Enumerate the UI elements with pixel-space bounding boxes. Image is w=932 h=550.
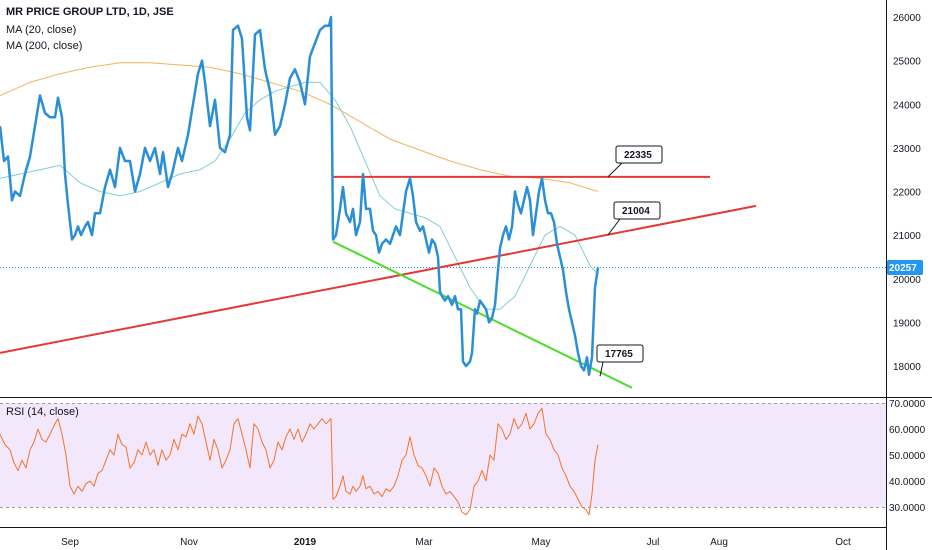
- callout-label: 22335: [624, 150, 652, 161]
- ma20-line: [0, 81, 599, 310]
- rsi-series: [0, 407, 599, 516]
- price-tick-label: 26000: [893, 13, 921, 24]
- ma20-series: [0, 81, 599, 310]
- callout-box[interactable]: [615, 145, 663, 164]
- current-price-tag: 20257: [887, 260, 923, 275]
- symbol-title[interactable]: MR PRICE GROUP LTD, 1D, JSE: [6, 6, 174, 18]
- price-tick-label: 21000: [893, 231, 921, 242]
- rsi-tick-label: 60.0000: [889, 425, 926, 436]
- rsi-tick-label: 30.0000: [889, 503, 926, 514]
- ma200-line: [0, 62, 599, 192]
- time-tick-label: Nov: [180, 537, 198, 548]
- time-tick-label: Sep: [61, 537, 79, 548]
- price-tick-label: 24000: [893, 100, 921, 111]
- time-axis-labels: Sep Nov 2019 Mar May Jul Aug Oct: [61, 537, 851, 548]
- ma200-series: [0, 62, 599, 192]
- rising-trendline-line[interactable]: [0, 204, 757, 354]
- rsi-tick-label: 40.0000: [889, 477, 926, 488]
- price-tick-label: 18000: [893, 362, 921, 373]
- price-tick-label: 20000: [893, 275, 921, 286]
- callout-pointer: [607, 218, 621, 236]
- rsi-axis-labels: 30.0000 40.0000 50.0000 60.0000 70.0000: [889, 399, 926, 514]
- callout-label: 21004: [622, 206, 650, 217]
- time-tick-label: May: [532, 537, 551, 548]
- close-series: [0, 15, 600, 376]
- price-pane-bg: [0, 0, 886, 397]
- price-tick-label: 22000: [893, 188, 921, 199]
- time-tick-label: Oct: [835, 537, 851, 548]
- trendlines[interactable]: [0, 175, 757, 389]
- rsi-tick-label: 70.0000: [889, 399, 926, 410]
- callout-pointer: [599, 361, 604, 377]
- rsi-tick-label: 50.0000: [889, 451, 926, 462]
- price-tick-label: 25000: [893, 57, 921, 68]
- support-falling-line[interactable]: [332, 240, 633, 389]
- rsi-band: [0, 403, 886, 507]
- time-tick-label: 2019: [294, 537, 317, 548]
- time-tick-label: Mar: [415, 537, 433, 548]
- time-tick-label: Aug: [710, 537, 728, 548]
- ma200-legend[interactable]: MA (200, close): [6, 40, 83, 52]
- current-price-tag-bg: [887, 260, 923, 275]
- rsi-legend[interactable]: RSI (14, close): [6, 406, 79, 418]
- ma20-legend[interactable]: MA (20, close): [6, 24, 77, 36]
- callout-box[interactable]: [613, 201, 661, 220]
- time-tick-label: Jul: [647, 537, 660, 548]
- price-axis-labels: 18000 19000 20000 21000 22000 23000 24000 25000…: [893, 13, 921, 373]
- callouts[interactable]: 22335 21004 17765: [596, 145, 663, 377]
- price-tick-label: 23000: [893, 144, 921, 155]
- rsi-line: [0, 407, 599, 516]
- close-line: [0, 15, 600, 376]
- current-price-tag-value: 20257: [889, 263, 917, 274]
- callout-pointer: [607, 162, 623, 178]
- callout-label: 17765: [605, 349, 633, 360]
- price-tick-label: 19000: [893, 318, 921, 329]
- callout-box[interactable]: [596, 344, 644, 363]
